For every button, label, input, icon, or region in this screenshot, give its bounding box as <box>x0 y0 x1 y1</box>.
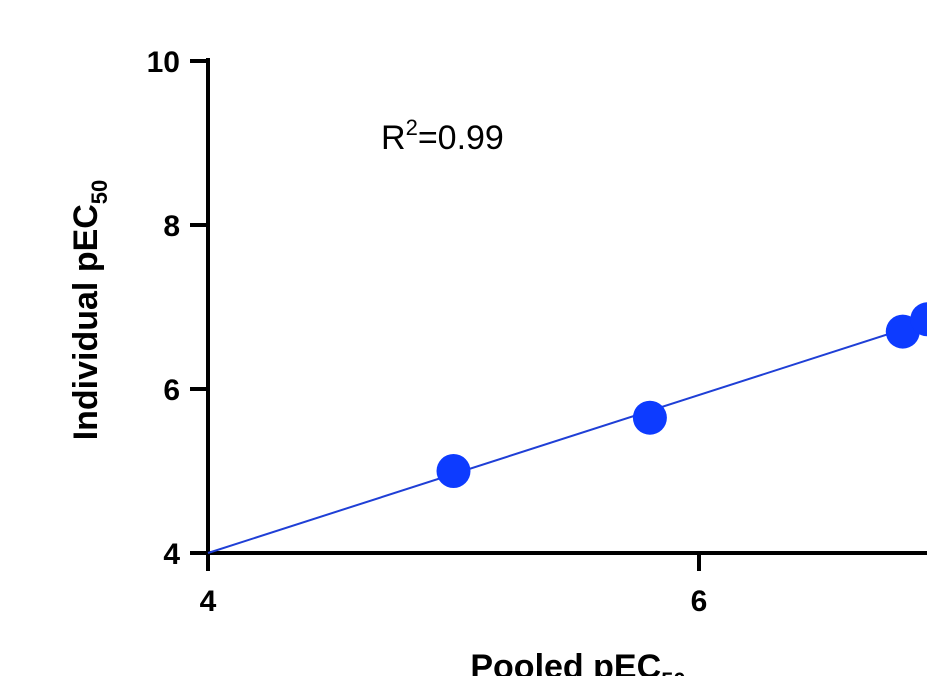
annotation-value: =0.99 <box>418 119 504 157</box>
y-tick-label: 8 <box>163 210 180 243</box>
r-squared-annotation: R2=0.99 <box>381 115 504 157</box>
x-axis-title: Pooled pEC50 <box>470 648 685 676</box>
y-tick-label: 6 <box>163 374 180 407</box>
axes: 4 6 8 4 6 8 10 <box>147 46 927 618</box>
y-tick-label: 4 <box>163 538 180 571</box>
annotation-base: R <box>381 119 406 157</box>
x-tick-label: 4 <box>200 585 217 618</box>
y-axis-ticks: 4 6 8 10 <box>147 46 208 571</box>
data-point <box>632 400 667 435</box>
x-axis-ticks: 468 <box>200 553 708 618</box>
x-axis-title-subscript: 50 <box>661 668 685 676</box>
x-tick-label: 6 <box>691 585 708 618</box>
regression-line <box>207 320 927 554</box>
y-axis-title-subscript: 50 <box>87 180 112 204</box>
data-point <box>910 302 927 337</box>
y-axis-title: Individual pEC50 <box>67 180 112 441</box>
y-tick-label: 10 <box>147 46 180 79</box>
x-axis-title-text: Pooled pEC <box>470 648 661 676</box>
y-axis-title-text: Individual pEC <box>67 204 105 440</box>
data-points <box>436 302 927 488</box>
fit-line-layer <box>207 320 927 554</box>
annotation-superscript: 2 <box>406 115 418 140</box>
data-point <box>436 454 471 488</box>
